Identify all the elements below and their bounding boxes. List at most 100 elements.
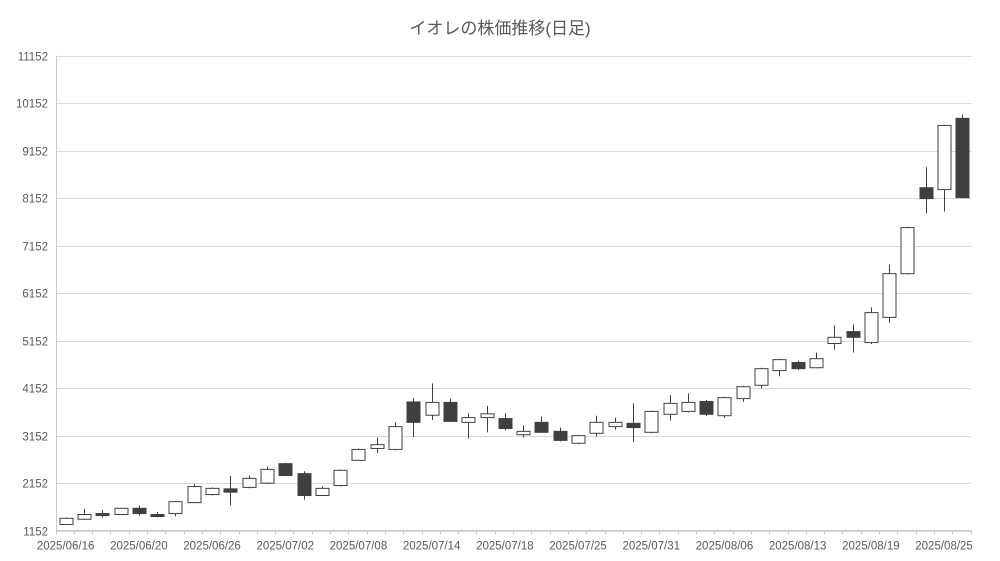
candle-up: [461, 413, 476, 439]
candle-up: [260, 466, 275, 485]
candle-body: [351, 448, 366, 461]
candle-down: [132, 505, 147, 516]
candle-up: [77, 508, 92, 520]
candle-up: [736, 385, 751, 402]
x-tick-label: 2025/08/13: [769, 541, 827, 553]
candle-body: [608, 421, 623, 428]
candle-up: [754, 367, 769, 389]
x-tick-label: 2025/07/02: [256, 541, 314, 553]
candle-up: [882, 264, 897, 323]
x-tick-label: 2025/08/19: [842, 541, 900, 553]
candle-up: [717, 396, 732, 419]
candle-body: [553, 430, 568, 441]
y-tick-label: 2152: [22, 479, 48, 491]
candle-down: [955, 114, 970, 199]
candle-body: [77, 513, 92, 520]
candle-up: [937, 124, 952, 212]
candle-down: [919, 167, 934, 214]
y-tick-label: 10152: [16, 99, 48, 111]
candle-up: [827, 325, 842, 350]
x-tick-label: 2025/08/06: [696, 541, 754, 553]
candle-up: [205, 487, 220, 496]
candle-body: [937, 124, 952, 191]
candle-down: [95, 509, 110, 518]
candle-down: [223, 476, 238, 506]
chart-title: イオレの株価推移(日足): [409, 19, 591, 38]
x-tick-label: 2025/07/08: [330, 541, 388, 553]
x-tick-label: 2025/07/18: [476, 541, 534, 553]
candle-up: [516, 425, 531, 438]
y-axis-labels: 1152 2152 3152 4152 5152 6152 7152 8152 9152 1015…: [16, 52, 48, 539]
candle-body: [480, 413, 495, 419]
candle-body: [242, 477, 257, 488]
x-axis-ticks: [56, 530, 972, 535]
candle-up: [644, 410, 659, 434]
x-tick-label: 2025/06/20: [110, 541, 168, 553]
candle-up: [864, 307, 879, 344]
candle-body: [571, 435, 586, 444]
candle-body: [168, 501, 183, 515]
candle-down: [297, 471, 312, 500]
candle-down: [626, 403, 641, 443]
candle-up: [114, 507, 129, 515]
candle-down: [150, 512, 165, 518]
candle-body: [370, 444, 385, 449]
candle-up: [809, 352, 824, 369]
candle-body: [150, 513, 165, 517]
candle-body: [205, 487, 220, 496]
candle-body: [95, 513, 110, 517]
y-tick-label: 8152: [22, 194, 48, 206]
candle-body: [516, 430, 531, 436]
candle-down: [278, 462, 293, 477]
candle-up: [608, 417, 623, 430]
candle-up: [900, 226, 915, 275]
candle-down: [699, 400, 714, 417]
candle-body: [406, 401, 421, 423]
candle-body: [260, 468, 275, 484]
y-tick-label: 3152: [22, 432, 48, 444]
x-tick-label: 2025/07/31: [622, 541, 680, 553]
candle-up: [425, 383, 440, 420]
candle-body: [425, 401, 440, 416]
candle-up: [315, 486, 330, 496]
x-tick-label: 2025/07/25: [549, 541, 607, 553]
candle-body: [388, 426, 403, 450]
candle-up: [772, 358, 787, 377]
candle-up: [242, 475, 257, 489]
candle-body: [791, 361, 806, 370]
candle-body: [187, 485, 202, 504]
candle-body: [809, 358, 824, 369]
x-tick-label: 2025/07/14: [403, 541, 461, 553]
x-tick-label: 2025/08/25: [915, 541, 973, 553]
candle-body: [333, 469, 348, 487]
x-tick-label: 2025/06/16: [37, 541, 95, 553]
y-tick-label: 1152: [23, 527, 48, 539]
candle-down: [406, 398, 421, 438]
candle-body: [223, 488, 238, 493]
x-axis-labels: 2025/06/16 2025/06/20 2025/06/26 2025/07/02…: [37, 541, 973, 553]
y-gridlines: [56, 56, 972, 532]
y-tick-label: 5152: [22, 337, 48, 349]
candle-up: [571, 434, 586, 445]
candle-body: [736, 386, 751, 400]
candle-down: [846, 324, 861, 353]
candle-body: [717, 397, 732, 417]
candle-body: [864, 312, 879, 344]
candle-body: [882, 273, 897, 318]
candles: [59, 114, 970, 525]
candle-body: [827, 336, 842, 344]
candle-body: [772, 359, 787, 372]
candle-up: [388, 422, 403, 451]
candle-body: [59, 517, 74, 525]
candle-body: [315, 487, 330, 496]
candle-body: [498, 418, 513, 430]
candle-body: [919, 187, 934, 200]
y-tick-label: 6152: [22, 289, 48, 301]
candle-down: [553, 427, 568, 442]
candle-up: [480, 405, 495, 433]
candle-body: [699, 400, 714, 415]
candle-body: [534, 421, 549, 433]
x-tick-label: 2025/06/26: [183, 541, 241, 553]
candle-up: [59, 517, 74, 525]
y-tick-label: 7152: [22, 242, 48, 254]
